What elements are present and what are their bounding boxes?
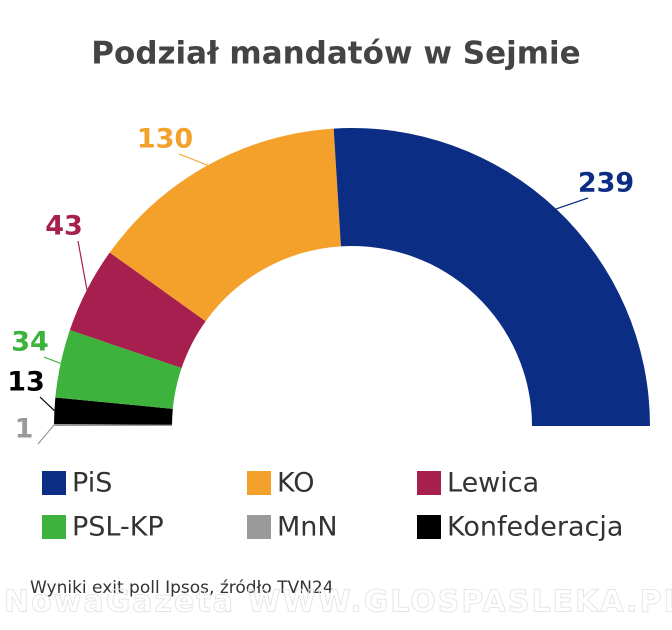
segment [54,397,173,425]
legend-swatch [42,515,66,539]
leader-line [37,424,55,445]
watermark: NowaGazeta WWW.GLOSPASLEKA.PL [4,585,672,620]
legend-swatch [247,471,271,495]
leader-line [77,240,88,290]
segment [54,423,173,426]
segment [55,330,182,409]
value-label: 13 [7,367,45,398]
value-label: 34 [11,327,49,358]
segment [109,128,341,322]
value-label: 43 [45,211,83,242]
value-label: 239 [578,168,634,199]
legend-label: PiS [72,468,112,499]
legend-label: Lewica [447,468,539,499]
legend-label: KO [277,468,314,499]
leader-line [178,153,208,166]
legend-swatch [417,471,441,495]
value-label: 130 [137,124,193,155]
legend-swatch [42,471,66,495]
leader-line [555,197,589,210]
segment [69,252,206,369]
legend-label: MnN [277,512,338,543]
leader-line [39,396,55,412]
source-note: Wyniki exit poll Ipsos, źródło TVN24 [30,578,334,598]
legend-swatch [247,515,271,539]
leader-line [43,356,61,364]
value-label: 1 [15,414,34,445]
legend-label: PSL-KP [72,512,164,543]
chart-title: Podział mandatów w Sejmie [91,36,580,72]
legend-label: Konfederacja [447,512,623,543]
legend-swatch [417,515,441,539]
segment [333,128,650,426]
